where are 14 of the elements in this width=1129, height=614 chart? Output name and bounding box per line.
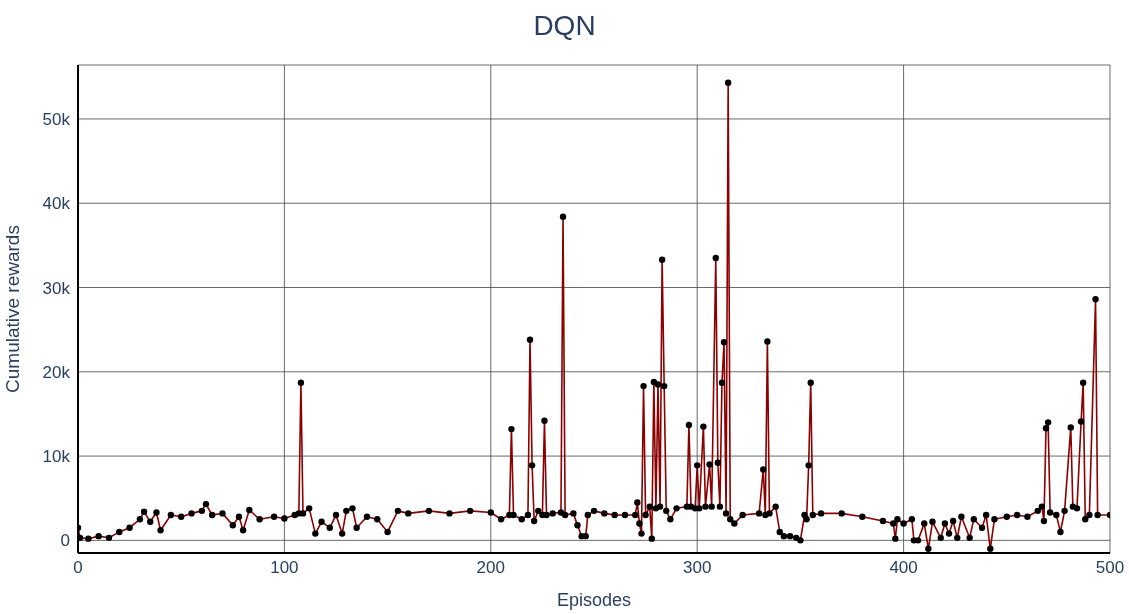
y-tick-label: 30k [42, 278, 71, 298]
y-tick-label: 20k [42, 362, 71, 382]
y-tick-label: 0 [60, 531, 70, 551]
x-tick-label: 500 [1095, 558, 1125, 578]
x-axis-title: Episodes [556, 590, 632, 610]
y-tick-label: 40k [42, 194, 71, 214]
x-tick-label: 400 [889, 558, 918, 578]
y-axis-title: Cumulative rewards [1, 225, 23, 393]
chart-title: DQN [532, 10, 597, 42]
y-tick-label: 50k [42, 109, 71, 129]
x-tick-label: 100 [270, 558, 299, 578]
x-tick-label: 200 [476, 558, 505, 578]
y-tick-label: 10k [42, 447, 71, 467]
x-tick-label: 300 [683, 558, 712, 578]
